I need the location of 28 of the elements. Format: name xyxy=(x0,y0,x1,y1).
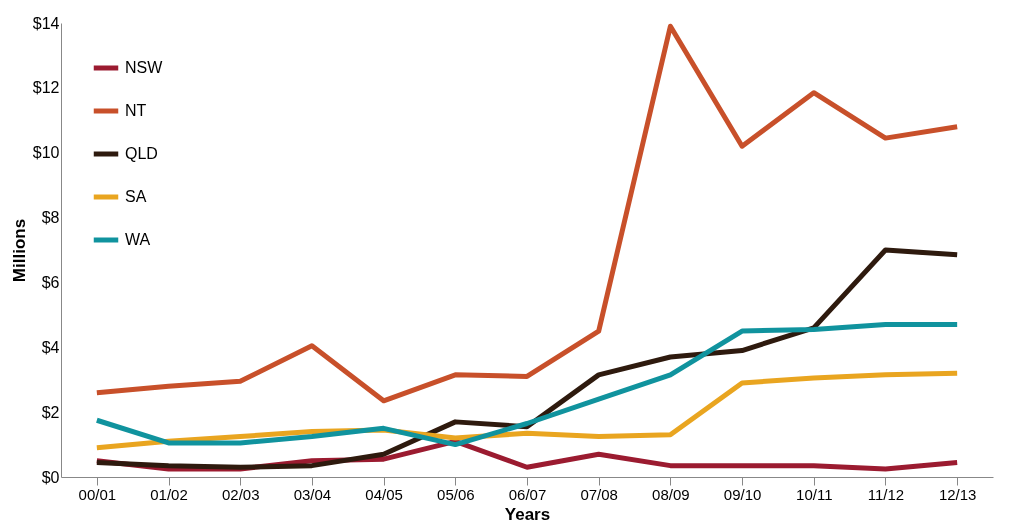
y-tick-label: $6 xyxy=(41,273,60,291)
x-tick-label: 10/11 xyxy=(796,485,833,503)
x-tick-label: 06/07 xyxy=(508,485,547,503)
legend-label: NT xyxy=(125,102,147,119)
y-tick-label: $10 xyxy=(32,144,60,162)
x-tick-label: 04/05 xyxy=(365,485,403,503)
y-tick-label: $2 xyxy=(41,403,60,421)
legend-label: QLD xyxy=(125,145,158,162)
x-tick-label: 09/10 xyxy=(723,485,762,503)
legend-label: NSW xyxy=(125,59,164,76)
x-axis-title: Years xyxy=(504,504,551,524)
y-tick-label: $12 xyxy=(32,79,60,97)
x-tick-label: 03/04 xyxy=(293,485,332,503)
legend-label: WA xyxy=(125,231,151,248)
y-tick-label: $14 xyxy=(32,14,60,32)
y-axis-title: Millions xyxy=(9,218,29,283)
x-tick-label: 11/12 xyxy=(867,485,905,503)
y-tick-label: $8 xyxy=(41,209,60,227)
x-tick-label: 00/01 xyxy=(78,485,117,503)
y-tick-label: $0 xyxy=(41,468,60,486)
x-tick-label: 08/09 xyxy=(652,485,690,503)
x-tick-label: 05/06 xyxy=(437,485,475,503)
x-tick-label: 12/13 xyxy=(938,485,977,503)
y-tick-label: $4 xyxy=(41,338,60,356)
x-tick-label: 01/02 xyxy=(150,485,188,503)
legend-label: SA xyxy=(125,188,147,205)
x-tick-label: 02/03 xyxy=(221,485,260,503)
x-tick-label: 07/08 xyxy=(580,485,618,503)
